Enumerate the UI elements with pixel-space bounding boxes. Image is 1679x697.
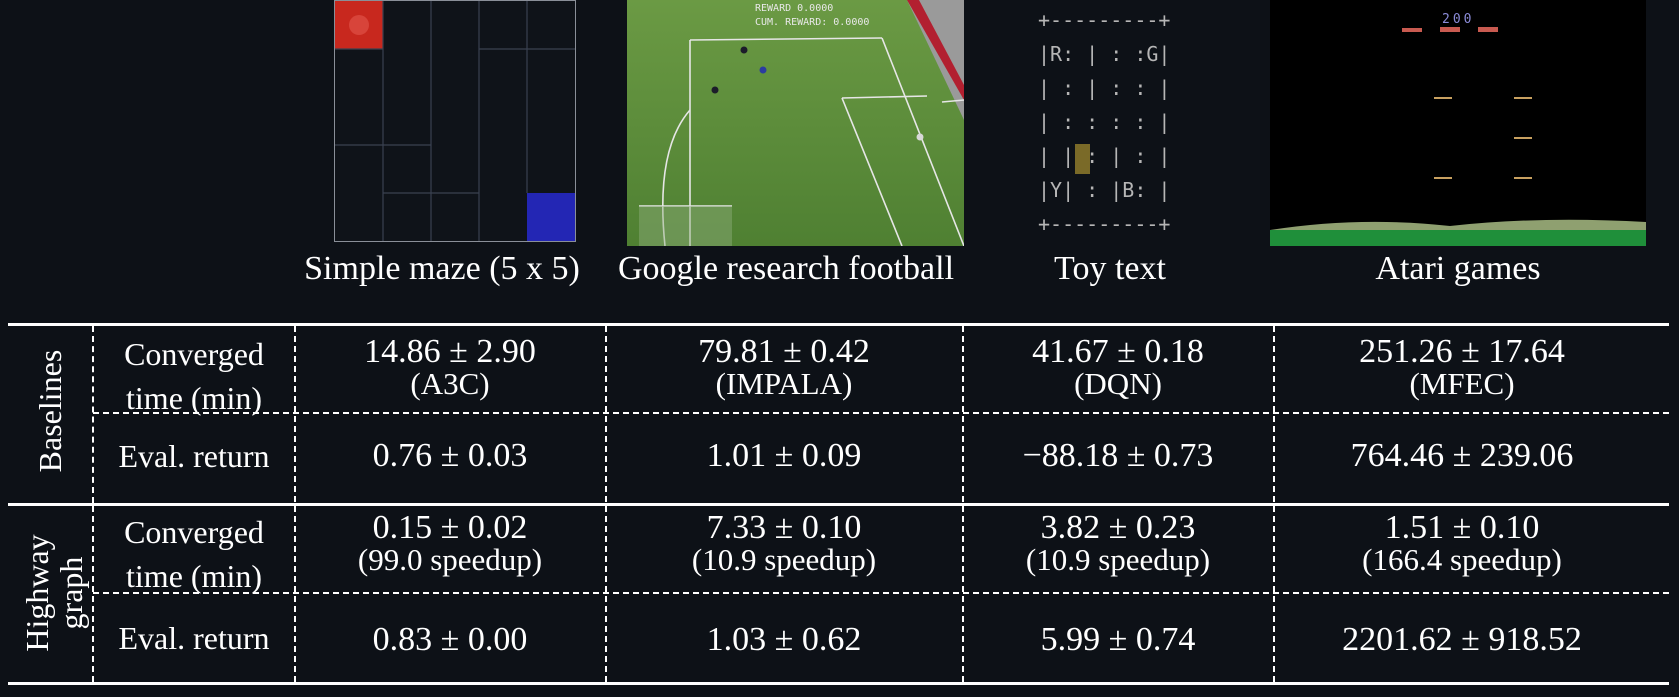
cell-note: (10.9 speedup) — [691, 542, 877, 577]
toy-text-line: |R: | : :G| — [1038, 42, 1171, 66]
minimap — [639, 206, 732, 246]
table-cell: 3.82 ± 0.23 (10.9 speedup) — [964, 509, 1272, 577]
ad-board — [907, 0, 964, 100]
maze-walls — [335, 1, 575, 241]
table-cell: 251.26 ± 17.64 (MFEC) — [1275, 333, 1649, 401]
atari-enemies — [1434, 97, 1532, 179]
table-col-divider — [92, 326, 94, 503]
pitch-lines — [639, 37, 964, 246]
atari-ships — [1402, 27, 1498, 32]
table-cell: 5.99 ± 0.74 — [1040, 621, 1196, 658]
toy-text-line: |Y| : |B: | — [1038, 178, 1171, 202]
table-row-divider — [93, 412, 1669, 414]
metric-label-line: time (min) — [126, 558, 262, 594]
table-cell: 2201.62 ± 918.52 — [1342, 621, 1582, 658]
table-cell: 79.81 ± 0.42 (IMPALA) — [607, 333, 961, 401]
stands — [907, 0, 964, 120]
players — [711, 46, 924, 141]
football-cum-reward-label: CUM. REWARD: 0.0000 — [755, 17, 870, 28]
cell-value: 0.15 ± 0.02 — [372, 509, 528, 546]
metric-label-line: Converged — [124, 336, 264, 372]
taxi-cursor — [1075, 144, 1090, 174]
pitch — [627, 0, 964, 246]
cell-note: (10.9 speedup) — [1025, 542, 1211, 577]
cell-value: 41.67 ± 0.18 — [1032, 333, 1204, 370]
group-label-line: Highway — [19, 534, 55, 652]
cell-value: 7.33 ± 0.10 — [706, 509, 862, 546]
table-mid-rule — [8, 503, 1669, 506]
atari-score: 200 — [1442, 12, 1475, 27]
cell-value: 1.51 ± 0.10 — [1384, 509, 1540, 546]
football-reward-label: REWARD 0.0000 — [755, 3, 834, 14]
table-col-divider — [605, 326, 607, 682]
atari-image: 200 — [1270, 0, 1646, 246]
metric-label-converged: Converged time (min) — [96, 510, 292, 598]
toy-text-line: | : | : : | — [1038, 76, 1171, 100]
table-cell: 14.86 ± 2.90 (A3C) — [296, 333, 604, 401]
toy-text-image: +---------+ |R: | : :G| | : | : : | | : … — [1038, 8, 1208, 236]
maze-agent — [349, 15, 369, 35]
group-label-highway-graph: Highway graph — [19, 518, 90, 668]
maze-image — [334, 0, 576, 242]
table-cell: 0.15 ± 0.02 (99.0 speedup) — [296, 509, 604, 577]
atari-ground — [1270, 230, 1646, 246]
toy-text-line: | : : : : | — [1038, 110, 1171, 134]
caption-football: Google research football — [617, 250, 955, 287]
table-cell: 7.33 ± 0.10 (10.9 speedup) — [607, 509, 961, 577]
table-row-divider — [93, 592, 1669, 594]
toy-text-line: +---------+ — [1038, 212, 1171, 236]
metric-label-line: Converged — [124, 514, 264, 550]
cell-note: (DQN) — [1074, 366, 1162, 401]
group-label-text: Baselines — [32, 349, 68, 473]
metric-label-eval: Eval. return — [118, 620, 270, 656]
cell-note: (IMPALA) — [715, 366, 853, 401]
cell-value: 251.26 ± 17.64 — [1359, 333, 1565, 370]
caption-atari: Atari games — [1375, 250, 1541, 287]
football-image: REWARD 0.0000 CUM. REWARD: 0.0000 — [627, 0, 964, 246]
table-cell: 1.51 ± 0.10 (166.4 speedup) — [1275, 509, 1649, 577]
toy-text-line: +---------+ — [1038, 8, 1171, 32]
cell-value: 14.86 ± 2.90 — [364, 333, 536, 370]
table-cell: 1.01 ± 0.09 — [706, 437, 862, 474]
table-cell: −88.18 ± 0.73 — [1022, 437, 1214, 474]
caption-maze: Simple maze (5 x 5) — [304, 250, 580, 287]
table-top-rule — [8, 323, 1669, 326]
group-label-baselines: Baselines — [32, 336, 68, 486]
caption-toy-text: Toy text — [1054, 250, 1166, 287]
table-col-divider — [1273, 326, 1275, 682]
table-cell: 0.83 ± 0.00 — [372, 621, 528, 658]
metric-label-line: time (min) — [126, 380, 262, 416]
table-col-divider — [294, 326, 296, 682]
group-label-line: graph — [53, 556, 89, 630]
cell-note: (A3C) — [410, 366, 490, 401]
table-cell: 0.76 ± 0.03 — [372, 437, 528, 474]
metric-label-converged: Converged time (min) — [96, 332, 292, 420]
cell-value: 79.81 ± 0.42 — [698, 333, 870, 370]
table-cell: 764.46 ± 239.06 — [1350, 437, 1574, 474]
table-col-divider — [962, 326, 964, 682]
table-bottom-rule — [8, 682, 1669, 685]
metric-label-eval: Eval. return — [118, 438, 270, 474]
cell-note: (166.4 speedup) — [1362, 542, 1562, 577]
table-cell: 41.67 ± 0.18 (DQN) — [964, 333, 1272, 401]
cell-note: (99.0 speedup) — [357, 542, 543, 577]
cell-value: 3.82 ± 0.23 — [1040, 509, 1196, 546]
maze-goal-cell — [527, 193, 575, 241]
table-col-divider — [92, 506, 94, 682]
toy-text-line: | | : | : | — [1038, 144, 1171, 168]
cell-note: (MFEC) — [1409, 366, 1515, 401]
table-cell: 1.03 ± 0.62 — [706, 621, 862, 658]
